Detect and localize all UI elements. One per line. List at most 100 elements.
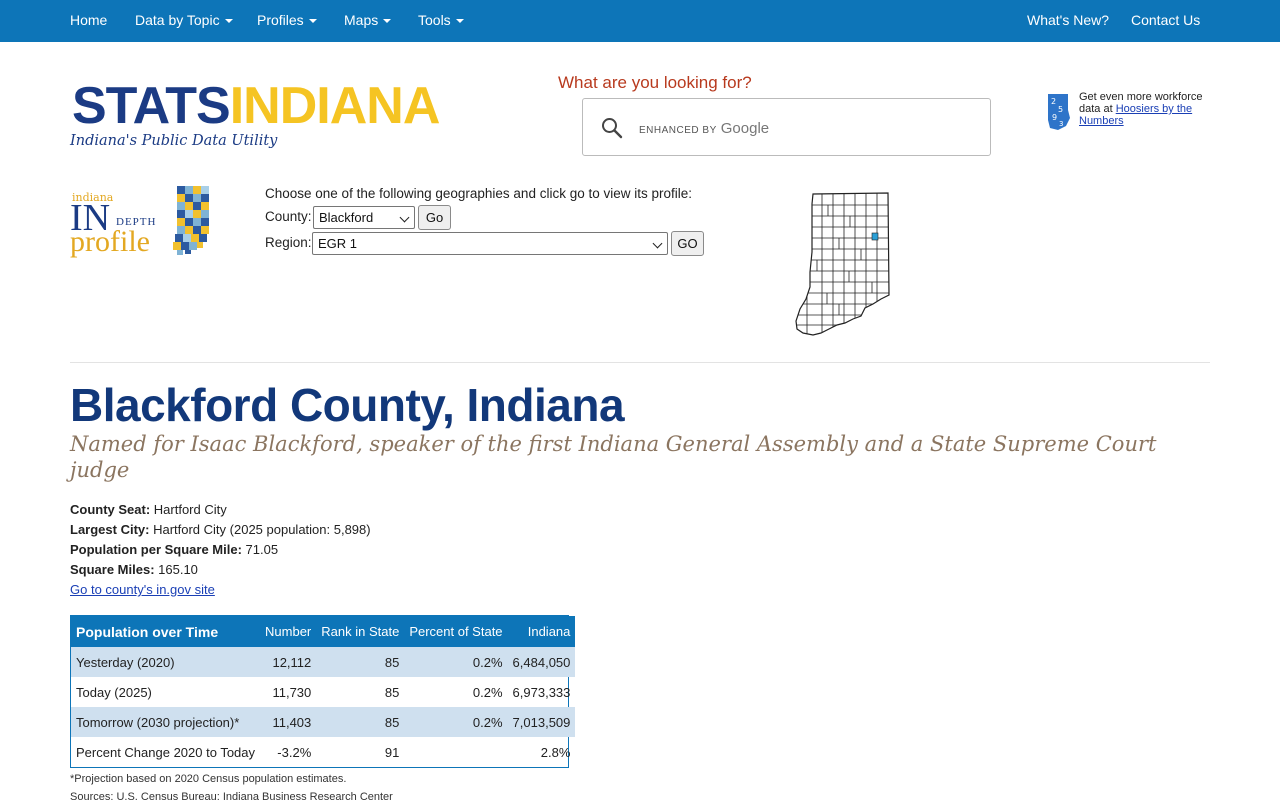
- county-in-gov-link[interactable]: Go to county's in.gov site: [70, 582, 215, 597]
- top-navbar: Home Data by Topic Profiles Maps Tools W…: [0, 0, 1280, 42]
- fact-value: Hartford City (2025 population: 5,898): [149, 522, 371, 537]
- fact-population-density: Population per Square Mile: 71.05: [70, 540, 371, 560]
- page-subtitle: Named for Isaac Blackford, speaker of th…: [70, 432, 1157, 482]
- nav-home[interactable]: Home: [70, 0, 107, 42]
- svg-text:9: 9: [1052, 113, 1057, 122]
- search-icon[interactable]: [601, 117, 623, 139]
- hoosiers-by-the-numbers-link[interactable]: Hoosiers by the Numbers: [1079, 103, 1193, 127]
- nav-data-by-topic[interactable]: Data by Topic: [135, 0, 233, 42]
- table-cell: Percent Change 2020 to Today: [76, 744, 256, 760]
- indiana-mosaic-icon: [173, 186, 209, 255]
- county-facts: County Seat: Hartford City Largest City:…: [70, 500, 371, 600]
- nav-whats-new[interactable]: What's New?: [1027, 0, 1109, 42]
- fact-value: 165.10: [154, 562, 198, 577]
- promo-text: Get even more workforce data at: [1079, 91, 1203, 115]
- fact-label: Population per Square Mile:: [70, 542, 242, 557]
- table-cell: 0.2%: [404, 647, 508, 677]
- enhanced-by-google: ENHANCED BY Google: [639, 120, 769, 137]
- population-table: Population over Time Number Rank in Stat…: [70, 615, 576, 768]
- nav-tools-label: Tools: [418, 12, 451, 28]
- table-cell: 6,973,333: [512, 684, 571, 700]
- table-cell: 11,403: [260, 707, 317, 737]
- column-header: Number: [260, 616, 317, 647]
- nav-profiles[interactable]: Profiles: [257, 0, 317, 42]
- chevron-down-icon: [399, 212, 410, 223]
- table-cell: 12,112: [260, 647, 317, 677]
- county-label: County:: [265, 209, 312, 224]
- table-cell: 0.2%: [404, 707, 508, 737]
- projection-footnote: *Projection based on 2020 Census populat…: [70, 773, 347, 785]
- table-cell: 91: [384, 744, 400, 760]
- region-select[interactable]: EGR 1: [312, 232, 668, 255]
- table-row: Tomorrow (2030 projection)* 11,403 85 0.…: [71, 707, 576, 737]
- idp-profile-text: profile: [70, 225, 150, 258]
- caret-down-icon: [455, 19, 464, 23]
- svg-text:2: 2: [1051, 97, 1056, 106]
- statsindiana-logo[interactable]: STATSINDIANA: [72, 77, 441, 135]
- county-select[interactable]: Blackford: [313, 206, 415, 229]
- hoosiers-by-the-numbers-icon[interactable]: 2 5 9 3: [1044, 92, 1072, 132]
- nav-maps-label: Maps: [344, 12, 379, 28]
- fact-value: 71.05: [241, 542, 279, 557]
- fact-label: Square Miles:: [70, 562, 155, 577]
- indepth-profile-logo: indiana IN DEPTH profile: [70, 186, 215, 266]
- page-title: Blackford County, Indiana: [70, 379, 625, 431]
- region-go-button[interactable]: GO: [671, 231, 704, 256]
- svg-text:3: 3: [1059, 120, 1063, 128]
- table-cell: 2.8%: [540, 744, 571, 760]
- table-cell: 0.2%: [472, 684, 503, 700]
- table-cell: Yesterday (2020): [71, 647, 261, 677]
- fact-county-seat: County Seat: Hartford City: [70, 500, 371, 520]
- nav-tools[interactable]: Tools: [418, 0, 464, 42]
- fact-largest-city: Largest City: Hartford City (2025 popula…: [70, 520, 371, 540]
- nav-data-by-topic-label: Data by Topic: [135, 12, 220, 28]
- nav-contact-us-label: Contact Us: [1131, 12, 1201, 28]
- fact-square-miles: Square Miles: 165.10: [70, 560, 371, 580]
- search-input[interactable]: ENHANCED BY Google: [582, 98, 991, 156]
- table-row: Percent Change 2020 to Today -3.2% 91 2.…: [71, 737, 575, 767]
- hoosiers-promo: Get even more workforce data at Hoosiers…: [1079, 91, 1219, 127]
- nav-home-label: Home: [70, 12, 108, 28]
- table-cell: 85: [384, 684, 400, 700]
- nav-maps[interactable]: Maps: [344, 0, 392, 42]
- table-cell: -3.2%: [277, 744, 312, 760]
- table-row: Yesterday (2020) 12,112 85 0.2% 6,484,05…: [71, 647, 576, 677]
- table-cell: 85: [316, 707, 405, 737]
- nav-whats-new-label: What's New?: [1027, 12, 1110, 28]
- section-divider: [70, 362, 1210, 363]
- logo-stats: STATS: [72, 77, 231, 135]
- sources-footnote: Sources: U.S. Census Bureau; Indiana Bus…: [70, 791, 393, 800]
- idp-in-text: IN: [70, 197, 111, 239]
- column-header: Population over Time: [71, 616, 261, 647]
- caret-down-icon: [224, 19, 233, 23]
- search-heading: What are you looking for?: [558, 73, 752, 92]
- column-header: Percent of State: [404, 616, 508, 647]
- table-header-row: Population over Time Number Rank in Stat…: [71, 616, 576, 647]
- table-cell: [404, 737, 507, 767]
- fact-label: Largest City:: [70, 522, 150, 537]
- county-go-button[interactable]: Go: [418, 205, 451, 230]
- table-cell: 7,013,509: [507, 707, 576, 737]
- table-cell: 6,484,050: [507, 647, 576, 677]
- table-cell: Tomorrow (2030 projection)*: [71, 707, 261, 737]
- nav-contact-us[interactable]: Contact Us: [1131, 0, 1200, 42]
- indiana-county-map[interactable]: [795, 192, 891, 336]
- chevron-down-icon: [652, 238, 663, 249]
- county-select-value: Blackford: [319, 210, 374, 225]
- enhanced-by-text: ENHANCED BY: [639, 125, 717, 136]
- table-cell: 85: [316, 647, 405, 677]
- caret-down-icon: [308, 19, 317, 23]
- fact-label: County Seat:: [70, 502, 151, 517]
- logo-indiana: INDIANA: [229, 77, 441, 135]
- fact-value: Hartford City: [150, 502, 227, 517]
- caret-down-icon: [383, 19, 392, 23]
- table-footnotes: *Projection based on 2020 Census populat…: [70, 770, 393, 800]
- table-cell: Today (2025): [76, 684, 152, 700]
- nav-profiles-label: Profiles: [257, 12, 304, 28]
- region-select-value: EGR 1: [318, 236, 358, 251]
- idp-indiana-text: indiana: [72, 191, 114, 204]
- blackford-county-highlight: [871, 232, 879, 241]
- region-label: Region:: [265, 235, 312, 250]
- google-wordmark: Google: [720, 120, 770, 137]
- idp-depth-text: DEPTH: [116, 216, 157, 228]
